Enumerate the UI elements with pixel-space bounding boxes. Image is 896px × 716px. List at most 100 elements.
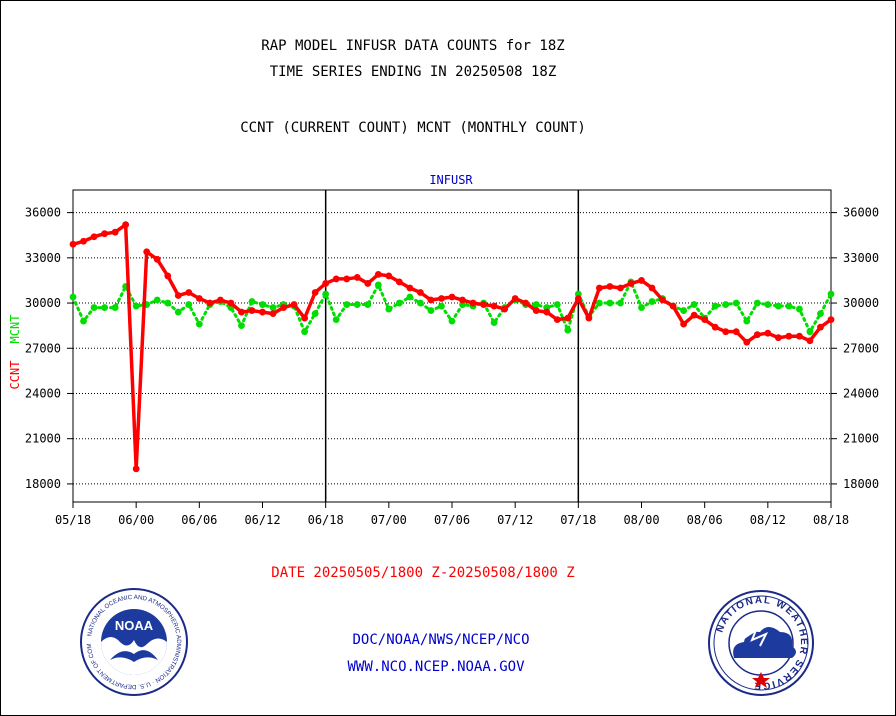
mcnt-point xyxy=(448,317,456,325)
ccnt-point xyxy=(259,308,266,316)
grid-lines xyxy=(73,212,831,485)
mcnt-point xyxy=(111,304,119,311)
ccnt-point xyxy=(374,271,382,278)
ccnt-point xyxy=(532,307,540,314)
day-dividers xyxy=(324,190,580,502)
y-tick-label: 30000 xyxy=(843,296,879,310)
x-tick-label: 05/18 xyxy=(55,513,91,527)
y-tick-label: 18000 xyxy=(843,477,879,491)
ccnt-point xyxy=(143,248,151,256)
ccnt-point xyxy=(280,304,287,311)
y-tick-label: 33000 xyxy=(25,251,61,265)
ccnt-point xyxy=(501,305,509,313)
x-tick-label: 08/18 xyxy=(813,513,849,527)
chart-subtitle: CCNT (CURRENT COUNT) MCNT (MONTHLY COUNT… xyxy=(240,120,586,136)
mcnt-point xyxy=(532,301,540,308)
ccnt-point xyxy=(343,275,351,283)
mcnt-point xyxy=(269,304,277,311)
ccnt-point xyxy=(722,328,730,336)
y-tick-label: 36000 xyxy=(843,206,879,220)
mcnt-point xyxy=(827,290,835,298)
mcnt-point xyxy=(785,302,793,310)
ccnt-point xyxy=(817,323,824,331)
ccnt-point xyxy=(459,296,466,304)
ccnt-point xyxy=(659,296,666,304)
mcnt-point xyxy=(332,316,340,324)
mcnt-point xyxy=(817,310,824,317)
ccnt-point xyxy=(627,280,635,287)
time-series-chart: INFUSR 18000 21000 24000 27000 30000 33000 360… xyxy=(8,173,879,527)
mcnt-point xyxy=(796,305,803,313)
ccnt-point xyxy=(227,299,235,307)
ccnt-point xyxy=(511,295,519,302)
ccnt-point xyxy=(564,314,572,322)
mcnt-point xyxy=(195,320,203,328)
mcnt-point xyxy=(69,293,77,301)
ccnt-point xyxy=(774,334,782,342)
chart-title-line1: RAP MODEL INFUSR DATA COUNTS for 18Z xyxy=(261,38,565,54)
x-tick-label: 08/06 xyxy=(687,513,723,527)
ccnt-point xyxy=(490,302,498,310)
x-tick-label: 06/12 xyxy=(244,513,280,527)
y-axis-right: 18000 21000 24000 27000 30000 33000 36000 xyxy=(831,206,879,491)
y-axis-label-ccnt: CCNT xyxy=(8,361,22,390)
ccnt-point xyxy=(174,292,182,299)
mcnt-point xyxy=(690,301,698,308)
mcnt-point xyxy=(438,302,445,310)
ccnt-point xyxy=(311,289,319,296)
mcnt-point xyxy=(406,293,414,301)
mcnt-series xyxy=(69,278,835,336)
ccnt-point xyxy=(427,296,435,304)
noaa-label: NOAA xyxy=(115,618,154,633)
mcnt-point xyxy=(711,302,719,310)
noaa-logo-icon: NATIONAL OCEANIC AND ATMOSPHERIC ADMINIS… xyxy=(80,588,188,696)
date-range-label: DATE 20250505/1800 Z-20250508/1800 Z xyxy=(271,565,575,581)
mcnt-point xyxy=(774,302,782,310)
ccnt-point xyxy=(669,302,677,310)
mcnt-point xyxy=(343,301,351,308)
ccnt-point xyxy=(553,316,561,324)
ccnt-point xyxy=(132,465,140,473)
ccnt-point xyxy=(111,228,119,236)
nws-logo-icon: NATIONAL WEATHER SERVICE xyxy=(708,590,814,696)
ccnt-point xyxy=(164,272,172,280)
ccnt-point xyxy=(364,280,372,287)
x-tick-label: 07/12 xyxy=(497,513,533,527)
mcnt-point xyxy=(764,301,772,308)
mcnt-point xyxy=(164,299,172,307)
x-tick-label: 06/00 xyxy=(118,513,154,527)
mcnt-point xyxy=(101,304,108,311)
mcnt-point xyxy=(806,328,814,336)
mcnt-point xyxy=(90,304,98,311)
website-label: WWW.NCO.NCEP.NOAA.GOV xyxy=(347,659,525,675)
ccnt-point xyxy=(743,338,751,346)
ccnt-point xyxy=(543,308,551,316)
y-tick-label: 27000 xyxy=(25,341,61,355)
mcnt-point xyxy=(680,307,688,314)
y-tick-label: 36000 xyxy=(25,206,61,220)
mcnt-point xyxy=(311,310,319,317)
mcnt-point xyxy=(606,299,614,307)
y-tick-label: 21000 xyxy=(25,432,61,446)
mcnt-point xyxy=(732,299,740,307)
mcnt-point xyxy=(153,296,161,304)
mcnt-point xyxy=(553,301,561,308)
chart-title-line2: TIME SERIES ENDING IN 20250508 18Z xyxy=(269,64,557,80)
ccnt-point xyxy=(332,275,340,283)
x-tick-label: 07/18 xyxy=(560,513,596,527)
x-tick-label: 07/06 xyxy=(434,513,470,527)
mcnt-point xyxy=(364,301,372,308)
mcnt-point xyxy=(648,298,656,305)
ccnt-point xyxy=(585,314,593,322)
ccnt-series xyxy=(69,221,835,473)
ccnt-point xyxy=(480,301,487,308)
y-tick-label: 24000 xyxy=(25,386,61,400)
mcnt-point xyxy=(395,299,403,307)
ccnt-point xyxy=(606,283,614,290)
ccnt-point xyxy=(648,284,656,292)
y-tick-label: 24000 xyxy=(843,386,879,400)
y-axis-left: 18000 21000 24000 27000 30000 33000 36000 xyxy=(25,206,73,491)
ccnt-point xyxy=(406,284,414,292)
ccnt-point xyxy=(195,295,203,302)
mcnt-point xyxy=(259,301,266,308)
